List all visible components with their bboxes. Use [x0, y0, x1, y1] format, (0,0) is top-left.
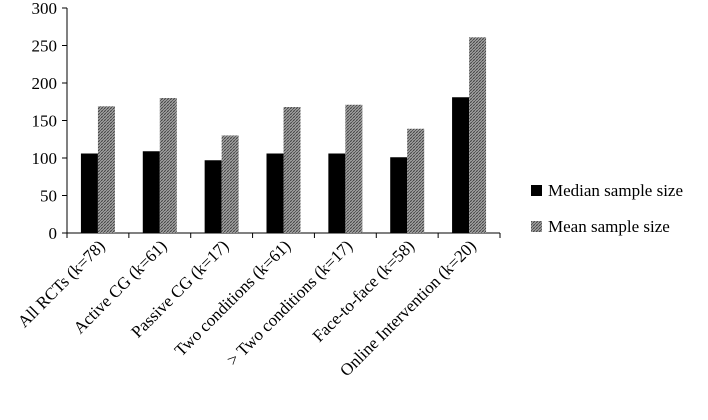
- median-bar: [390, 157, 408, 233]
- legend-label-mean: Mean sample size: [548, 217, 670, 236]
- mean-bar: [159, 98, 177, 233]
- x-category-label: > Two conditions (k=17): [223, 236, 356, 369]
- y-tick-label: 50: [40, 187, 57, 206]
- mean-bar: [345, 104, 363, 233]
- x-category-label: Two conditions (k=61): [171, 236, 295, 360]
- legend-swatch-mean: [531, 221, 542, 232]
- median-bar: [328, 153, 346, 233]
- y-tick-label: 100: [32, 149, 58, 168]
- mean-bar: [407, 128, 425, 233]
- mean-bar: [469, 37, 487, 233]
- legend: Median sample size Mean sample size: [531, 181, 683, 236]
- median-bar: [80, 153, 98, 233]
- median-bar: [452, 97, 470, 233]
- median-bar: [204, 160, 222, 233]
- median-bar: [266, 153, 284, 233]
- mean-bar: [97, 106, 115, 233]
- y-tick-label: 150: [32, 112, 58, 131]
- y-tick-label: 300: [32, 0, 58, 18]
- median-bar: [142, 151, 160, 233]
- mean-bar: [221, 135, 239, 233]
- legend-label-median: Median sample size: [548, 181, 683, 200]
- y-tick-label: 200: [32, 74, 58, 93]
- y-tick-label: 0: [49, 224, 58, 243]
- mean-bar: [283, 107, 301, 233]
- y-tick-label: 250: [32, 37, 58, 56]
- legend-swatch-median: [531, 185, 542, 196]
